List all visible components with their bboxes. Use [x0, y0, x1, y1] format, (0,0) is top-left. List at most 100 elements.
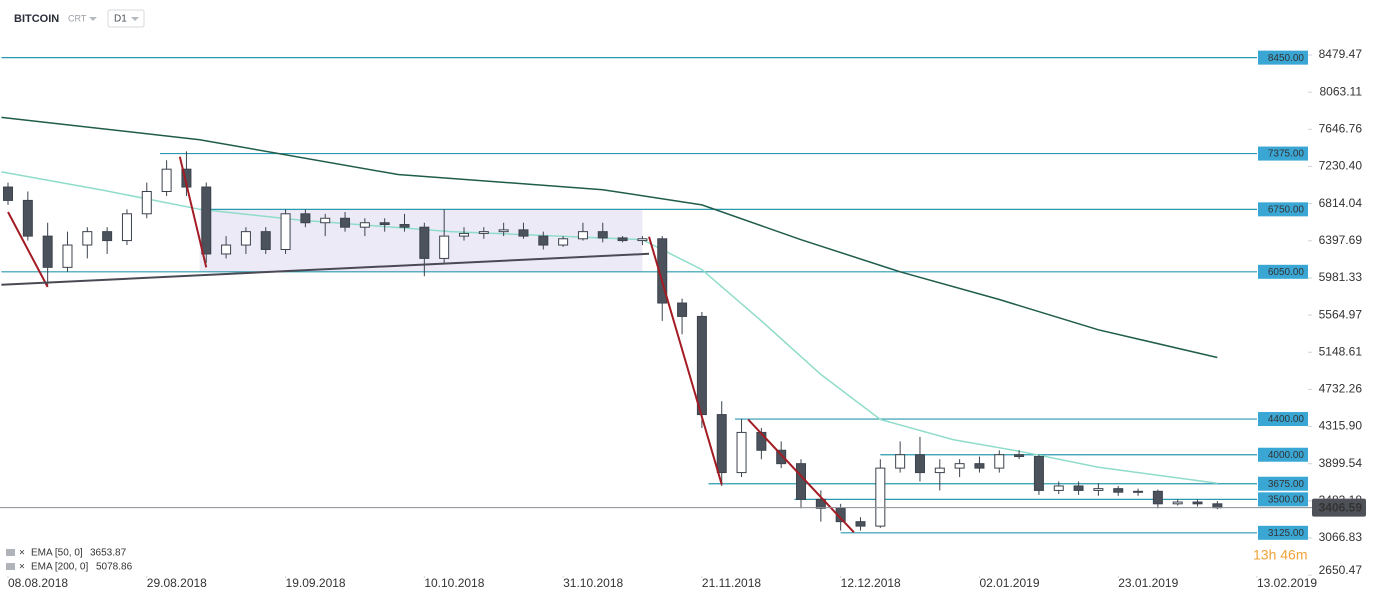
legend-close[interactable]: ×	[19, 562, 25, 573]
level-label: 6050.00	[1268, 267, 1305, 278]
level-label: 3675.00	[1268, 479, 1305, 490]
candle-body	[399, 224, 410, 228]
interval[interactable]: D1	[114, 14, 127, 25]
candle-body	[121, 213, 132, 242]
x-tick-label: 29.08.2018	[147, 576, 207, 590]
legend-name: EMA [200, 0]	[31, 562, 88, 573]
candle-body	[538, 235, 549, 246]
ema-line	[1, 171, 1218, 485]
candle-body	[994, 454, 1005, 469]
level-label-box	[1258, 202, 1308, 217]
candle-body	[62, 244, 73, 268]
candle-body	[1033, 456, 1044, 491]
level-label: 8450.00	[1268, 53, 1305, 64]
candle-body	[835, 507, 846, 523]
x-tick-label: 13.02.2019	[1257, 576, 1317, 590]
level-label-box	[1258, 264, 1308, 279]
level-label: 7375.00	[1268, 149, 1305, 160]
candle-body	[1212, 503, 1223, 509]
y-tick-label: 4315.90	[1319, 419, 1363, 433]
last-price-label: 3406.59	[1319, 500, 1363, 514]
level-label-box	[1258, 492, 1308, 507]
y-tick-label: 8479.47	[1319, 47, 1363, 61]
candle-body	[637, 238, 648, 242]
dropdown-caret[interactable]	[131, 17, 139, 21]
y-tick-label: 5981.33	[1319, 270, 1363, 284]
trend-line	[648, 236, 723, 485]
candle-body	[1192, 501, 1203, 505]
candle-layer	[3, 151, 1223, 531]
candle-body	[934, 467, 945, 474]
legend-icon[interactable]	[6, 549, 15, 556]
trend-line	[178, 156, 208, 268]
candle-body	[379, 222, 390, 226]
candle-body	[756, 431, 767, 451]
y-tick-label: 3899.54	[1319, 456, 1363, 470]
candle-body	[855, 521, 866, 527]
y-tick-label: 4732.26	[1319, 382, 1363, 396]
x-tick-label: 19.09.2018	[286, 576, 346, 590]
dropdown-caret[interactable]	[89, 17, 97, 21]
drawing-layer	[0, 156, 1312, 534]
trend-line	[1, 252, 650, 286]
candle-body	[736, 431, 747, 474]
x-tick-label: 08.08.2018	[8, 576, 68, 590]
candle-body	[300, 213, 311, 224]
y-tick-label: 6814.04	[1319, 196, 1363, 210]
candle-body	[22, 199, 33, 237]
candle-body	[1073, 485, 1084, 491]
candle-body	[657, 238, 668, 304]
candle-body	[974, 463, 985, 469]
legend-close[interactable]: ×	[19, 548, 25, 559]
x-tick-label: 31.10.2018	[563, 576, 623, 590]
candle-body	[1172, 501, 1183, 505]
legend-icon[interactable]	[6, 563, 15, 570]
level-label-box	[1258, 476, 1308, 491]
candle-body	[240, 231, 251, 246]
x-tick-label: 23.01.2019	[1118, 576, 1178, 590]
candle-body	[439, 235, 450, 259]
x-tick-label: 21.11.2018	[702, 576, 761, 590]
candle-body	[677, 302, 688, 317]
candle-body	[696, 315, 707, 416]
candle-body	[1133, 490, 1144, 493]
x-tick-label: 02.01.2019	[979, 576, 1039, 590]
y-tick-label: 6397.69	[1319, 233, 1363, 247]
interval-box[interactable]	[107, 9, 145, 28]
candle-body	[478, 231, 489, 234]
candle-body	[102, 231, 113, 242]
candle-body	[161, 168, 172, 192]
y-tick-label: 7646.76	[1319, 121, 1363, 135]
candle-body	[1113, 488, 1124, 493]
candle-body	[141, 190, 152, 215]
trend-line	[7, 211, 49, 288]
candle-body	[3, 186, 14, 201]
last-price-box	[1312, 498, 1366, 517]
y-tick-label: 2650.47	[1319, 563, 1363, 577]
candle-body	[359, 222, 370, 228]
label-layer: 8450.00 7375.00 6750.00 6050.00 4400.00 4000.…	[6, 50, 1366, 573]
level-label-box	[1258, 525, 1308, 540]
legend-value: 5078.86	[96, 562, 133, 573]
candle-body	[320, 217, 331, 224]
level-label-box	[1258, 146, 1308, 161]
chart-style[interactable]: CRT	[68, 13, 87, 23]
level-label: 3125.00	[1268, 528, 1305, 539]
level-label-box	[1258, 50, 1308, 65]
candle-body	[498, 229, 509, 233]
candle-body	[458, 232, 469, 237]
candle-body	[716, 414, 727, 474]
candle-body	[260, 231, 271, 250]
candle-body	[558, 238, 569, 246]
level-label: 4000.00	[1268, 450, 1305, 461]
candle-body	[895, 454, 906, 469]
candle-body	[597, 231, 608, 239]
candle-body	[914, 454, 925, 474]
candle-body	[1053, 485, 1064, 491]
candle-body	[419, 226, 430, 259]
legend-value: 3653.87	[90, 548, 127, 559]
candle-body	[617, 237, 628, 242]
candle-body	[340, 217, 351, 228]
